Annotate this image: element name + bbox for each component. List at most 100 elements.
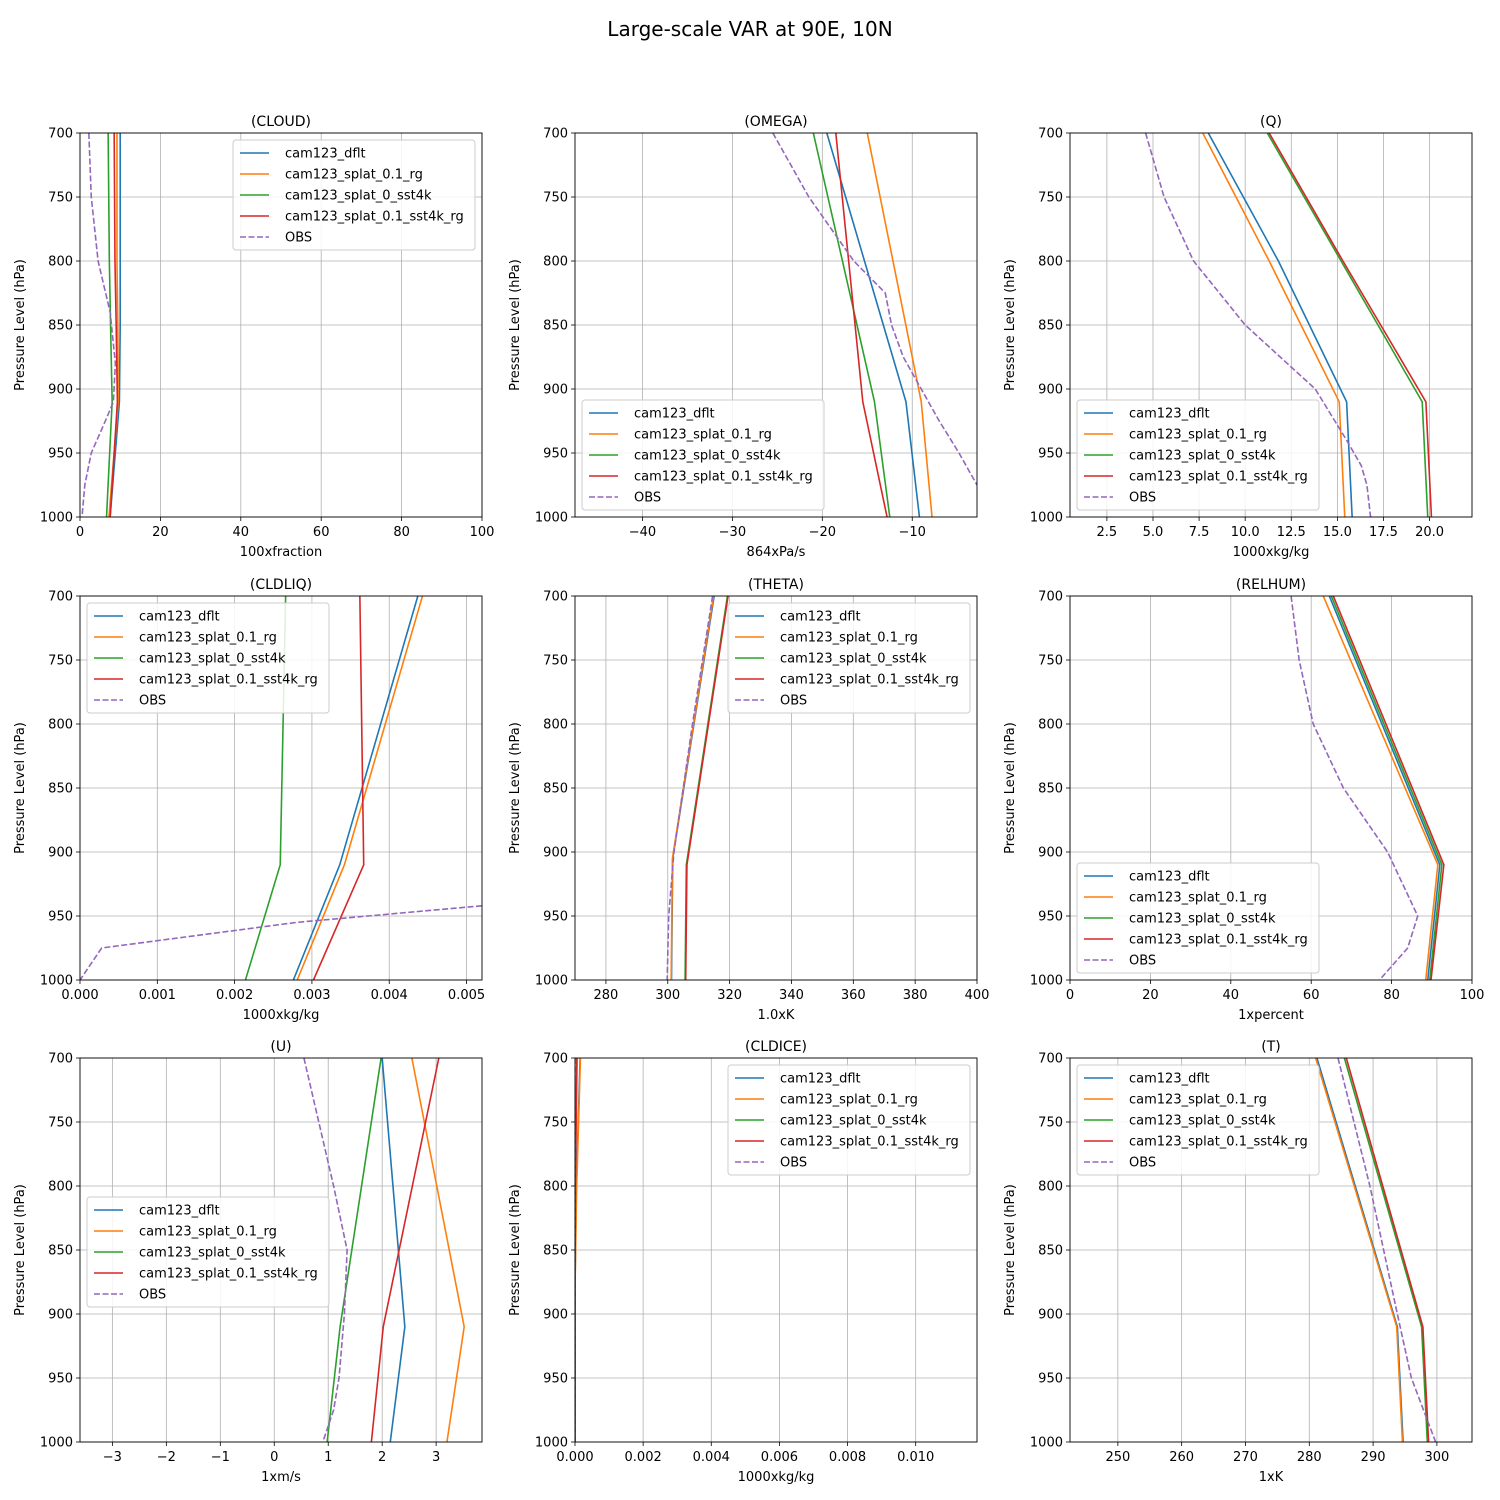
y-tick-label: 850 (1038, 782, 1063, 797)
y-tick-label: 900 (1038, 846, 1063, 861)
series-line-obs (80, 904, 482, 980)
legend-box (1076, 1064, 1320, 1176)
x-tick-label: 380 (903, 988, 928, 1003)
x-tick-label: −30 (719, 525, 746, 540)
series-line-cam123-splat-0-1-rg (1202, 133, 1346, 517)
series-line-obs (1290, 596, 1419, 980)
legend-label: cam123_dflt (139, 610, 220, 625)
legend-box (581, 399, 825, 511)
y-tick-label: 750 (1038, 654, 1063, 669)
series-line-cam123-dflt (381, 1058, 406, 1442)
legend-label: cam123_splat_0.1_sst4k_rg (1129, 470, 1308, 485)
x-tick-label: 0.005 (448, 988, 485, 1003)
x-tick-label: 0.000 (556, 1450, 593, 1465)
y-tick-label: 1000 (40, 511, 73, 526)
y-tick-label: 800 (1038, 255, 1063, 270)
y-tick-label: 900 (543, 846, 568, 861)
y-tick-label: 1000 (1030, 1436, 1063, 1451)
x-tick-label: 20 (1142, 988, 1159, 1003)
subplot-title: (Q) (1260, 114, 1282, 130)
y-tick-label: 1000 (535, 1436, 568, 1451)
subplot-theta: 280 300 320 340 360 380 400 700 750 800 850 900 950 1… (508, 577, 989, 1023)
x-tick-label: 0.000 (61, 988, 98, 1003)
y-axis-label: Pressure Level (hPa) (13, 259, 28, 391)
y-tick-label: 800 (48, 255, 73, 270)
legend-label: OBS (139, 1288, 166, 1303)
y-axis-label: Pressure Level (hPa) (508, 259, 523, 391)
y-tick-label: 700 (543, 127, 568, 142)
legend-label: cam123_splat_0.1_rg (1129, 428, 1267, 443)
y-tick-label: 950 (48, 1372, 73, 1387)
x-tick-label: 270 (1233, 1450, 1258, 1465)
subplot-relhum: 0 20 40 60 80 100 700 750 800 850 900 950 1000 (RELHU… (1003, 577, 1484, 1023)
legend-label: cam123_splat_0.1_rg (139, 1225, 277, 1240)
y-tick-label: 800 (48, 1180, 73, 1195)
legend: cam123_dflt cam123_splat_0.1_rg cam123_spl… (581, 399, 825, 511)
x-tick-label: 40 (1223, 988, 1240, 1003)
y-tick-label: 1000 (535, 511, 568, 526)
x-tick-label: 60 (313, 525, 330, 540)
series-line-obs (666, 596, 714, 980)
legend-label: cam123_splat_0.1_sst4k_rg (780, 673, 959, 688)
x-axis-label: 1000xkg/kg (243, 1008, 320, 1023)
series-line-obs (772, 133, 977, 486)
x-tick-label: 80 (393, 525, 410, 540)
series-line-cam123-splat-0-1-rg (670, 596, 715, 980)
series-line-cam123-splat-0-sst4k (812, 133, 891, 517)
legend-label: cam123_dflt (1129, 1072, 1210, 1087)
x-tick-label: 0.004 (693, 1450, 730, 1465)
legend-box (727, 602, 971, 714)
legend-label: OBS (780, 1156, 807, 1171)
legend-label: cam123_splat_0.1_sst4k_rg (780, 1135, 959, 1150)
y-tick-label: 700 (48, 1052, 73, 1067)
subplot-q: 2.5 5.0 7.5 10.0 12.5 15.0 17.5 20.0 700 750 800 85… (1003, 114, 1473, 560)
x-tick-label: 300 (1424, 1450, 1449, 1465)
y-axis-label: Pressure Level (hPa) (508, 1184, 523, 1316)
x-tick-label: 0 (76, 525, 84, 540)
legend-label: cam123_dflt (780, 610, 861, 625)
series-line-cam123-splat-0-1-sst4k-rg (835, 133, 888, 517)
legend-label: cam123_splat_0_sst4k (1129, 912, 1276, 927)
x-tick-label: 100 (470, 525, 495, 540)
series-line-obs (303, 1058, 348, 1442)
x-axis-label: 1xK (1259, 1470, 1284, 1485)
legend: cam123_dflt cam123_splat_0.1_rg cam123_spl… (232, 139, 476, 251)
x-tick-label: 0 (270, 1450, 278, 1465)
x-tick-label: 20.0 (1415, 525, 1444, 540)
x-axis-label: 864xPa/s (747, 545, 806, 560)
y-tick-label: 950 (543, 910, 568, 925)
series-line-cam123-splat-0-1-sst4k-rg (1268, 133, 1433, 517)
legend-label: cam123_dflt (139, 1204, 220, 1219)
legend-label: cam123_splat_0_sst4k (1129, 449, 1276, 464)
x-tick-label: 12.5 (1277, 525, 1306, 540)
legend-label: OBS (139, 694, 166, 709)
y-axis-label: Pressure Level (hPa) (1003, 1184, 1018, 1316)
subplot-title: (CLDLIQ) (250, 577, 312, 593)
series-line-cam123-splat-0-1-rg (866, 133, 933, 517)
series-line-cam123-dflt (1328, 596, 1441, 980)
series-line-cam123-dflt (292, 596, 419, 980)
y-tick-label: 700 (1038, 127, 1063, 142)
legend-label: cam123_splat_0_sst4k (780, 652, 927, 667)
x-tick-label: 1 (324, 1450, 332, 1465)
y-tick-label: 750 (48, 191, 73, 206)
x-tick-label: 260 (1169, 1450, 1194, 1465)
y-tick-label: 950 (1038, 1372, 1063, 1387)
x-axis-label: 100xfraction (240, 545, 322, 560)
legend-label: OBS (780, 694, 807, 709)
series-line-cam123-splat-0-1-sst4k-rg (370, 1058, 440, 1442)
y-tick-label: 900 (543, 1308, 568, 1323)
y-tick-label: 750 (543, 191, 568, 206)
series-line-cam123-splat-0-1-rg (1314, 1058, 1404, 1442)
figure-title: Large-scale VAR at 90E, 10N (607, 17, 892, 41)
x-tick-label: 340 (779, 988, 804, 1003)
x-tick-label: 0 (1066, 988, 1074, 1003)
legend-label: cam123_splat_0_sst4k (780, 1114, 927, 1129)
x-tick-label: 10.0 (1231, 525, 1260, 540)
legend: cam123_dflt cam123_splat_0.1_rg cam123_spl… (1076, 1064, 1320, 1176)
legend-label: OBS (1129, 954, 1156, 969)
x-tick-label: 280 (1297, 1450, 1322, 1465)
series-line-cam123-dflt (109, 133, 121, 517)
y-axis-label: Pressure Level (hPa) (1003, 722, 1018, 854)
